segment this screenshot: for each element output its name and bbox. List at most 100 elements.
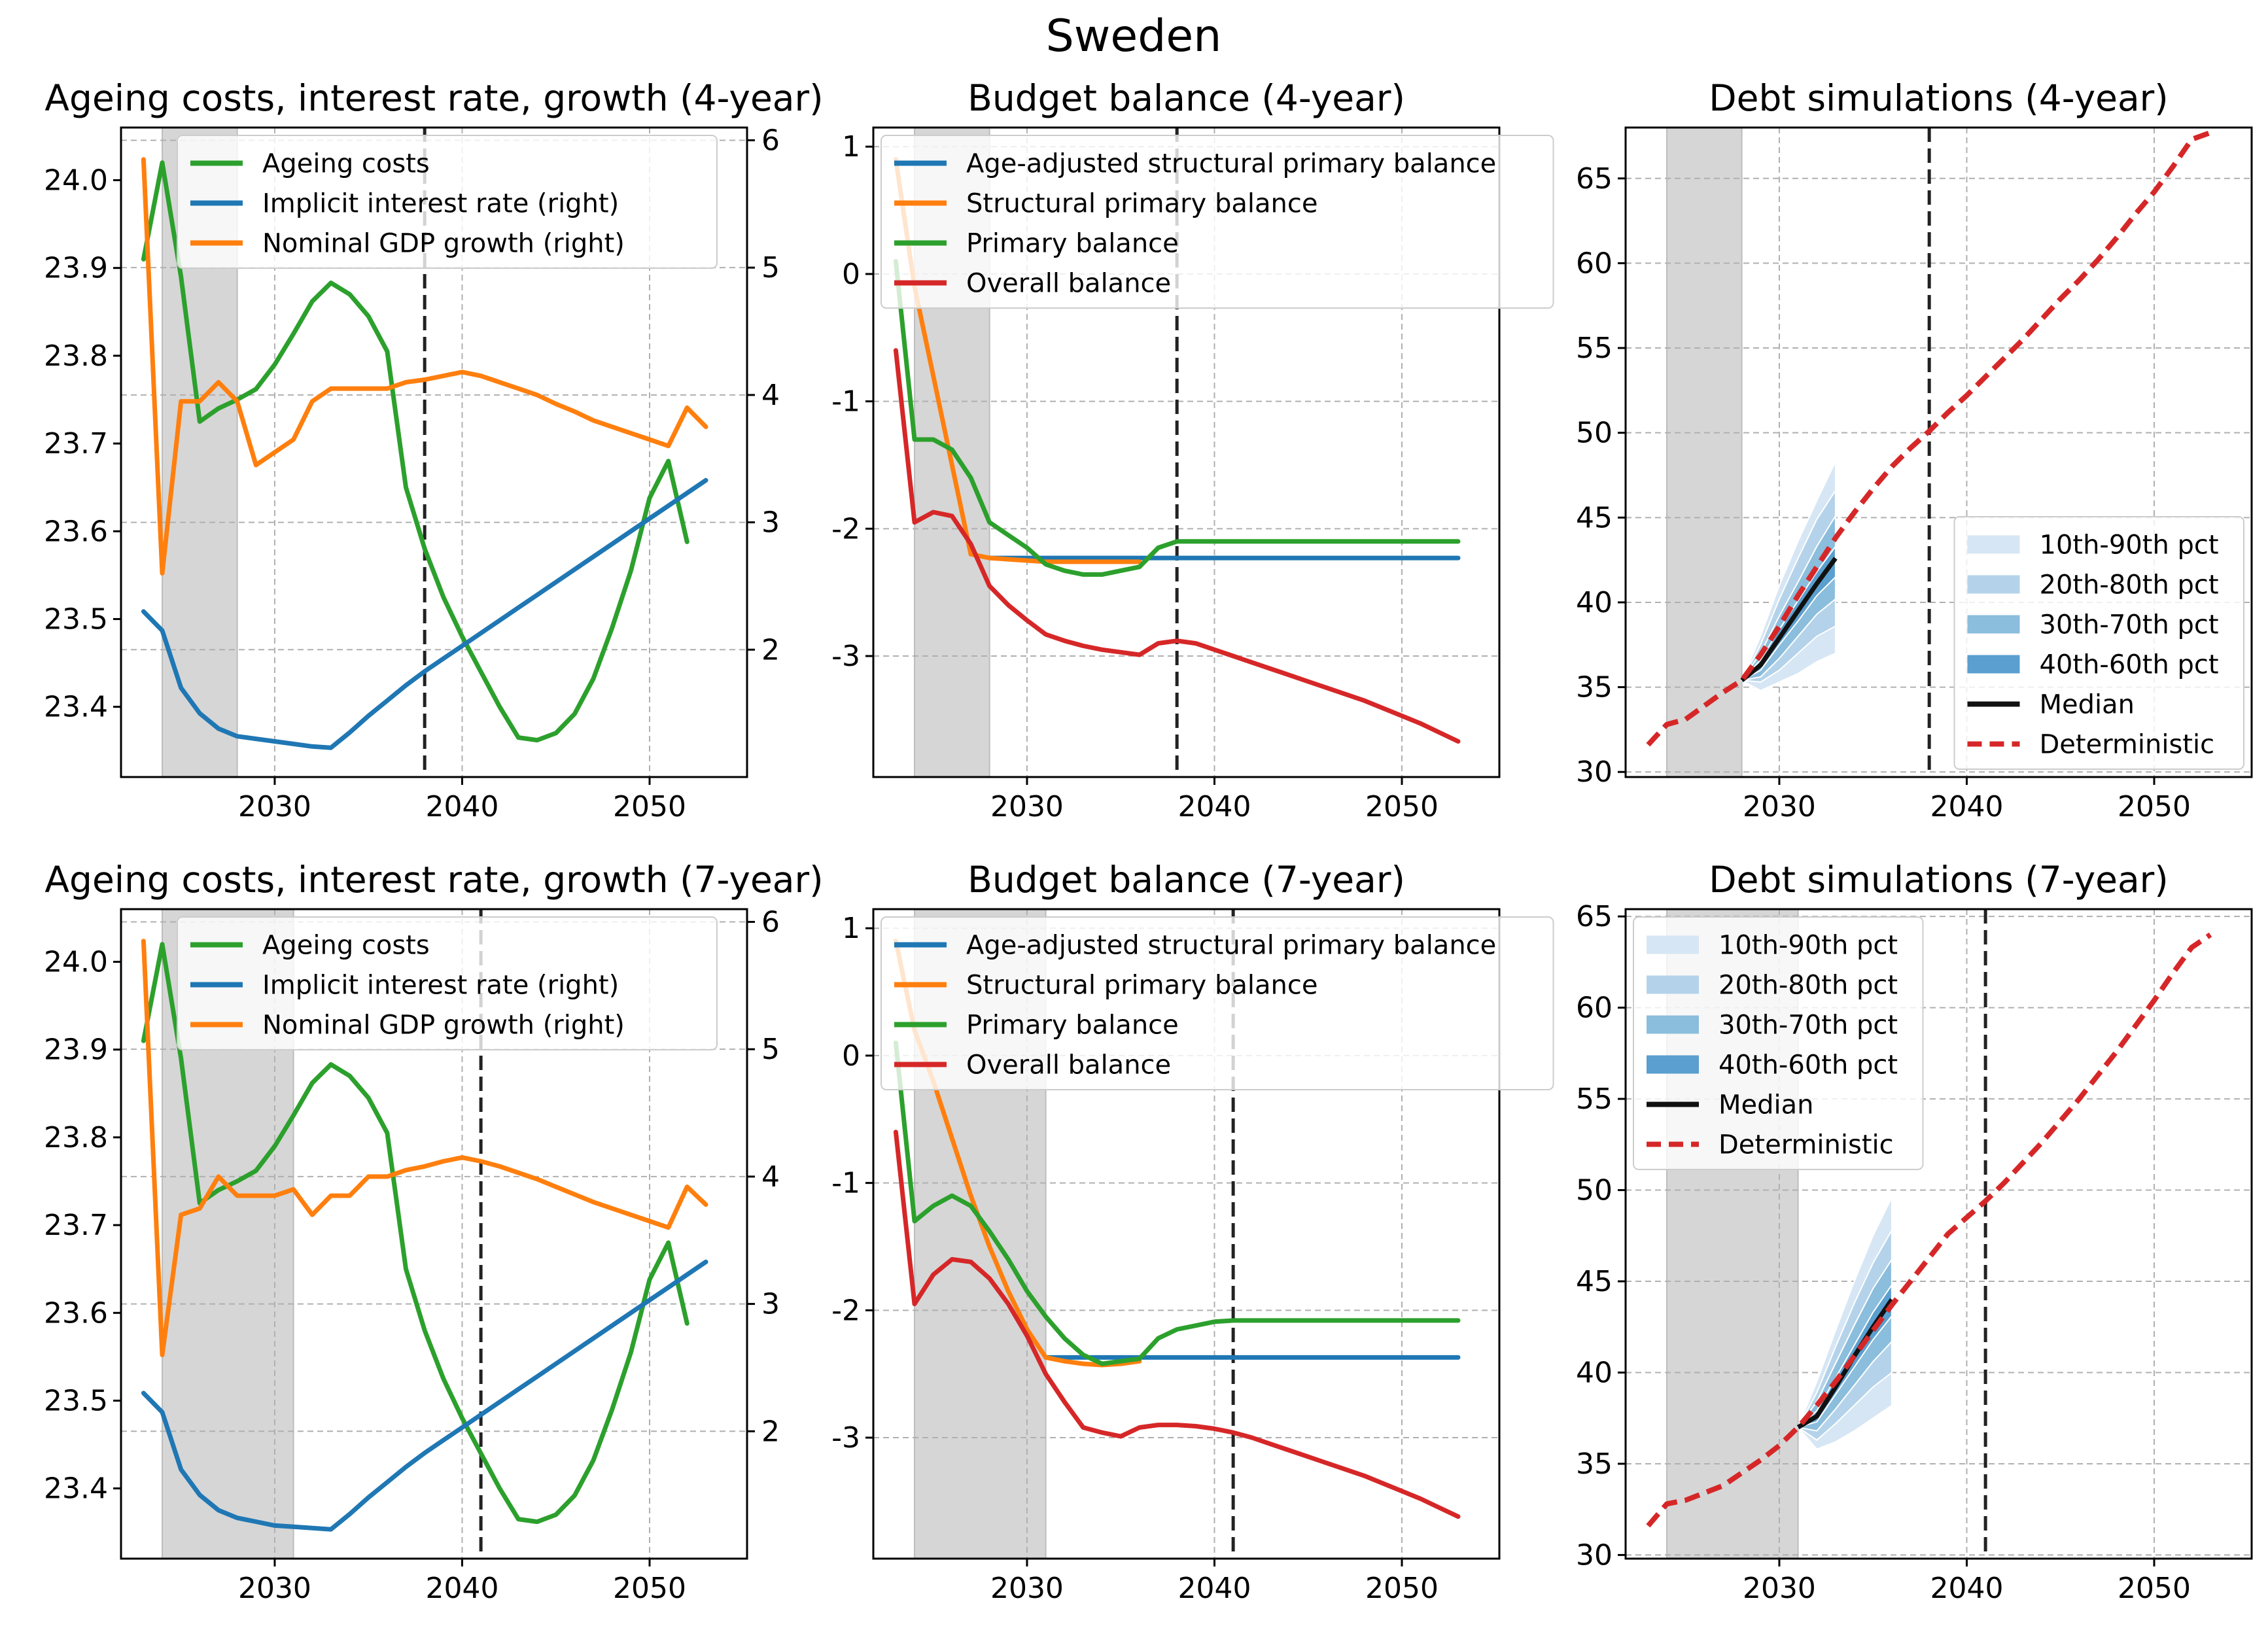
axes-frame	[872, 908, 1501, 1560]
y-tick-label: 55	[1576, 1082, 1613, 1116]
y2-tick-label: 5	[761, 251, 780, 285]
chart-title: Ageing costs, interest rate, growth (4-y…	[44, 77, 823, 119]
axes-frame	[120, 126, 748, 778]
y-tick-label: 23.9	[44, 1033, 108, 1067]
deterministic-line	[1646, 130, 2212, 747]
legend-label: Primary balance	[966, 1011, 1179, 1041]
x-tick-label: 2040	[1178, 1572, 1251, 1605]
y-tick-label: 65	[1576, 900, 1613, 933]
y2-tick-label: 2	[761, 1415, 780, 1448]
series-line-overall	[893, 348, 1461, 744]
y-tick-label: 23.5	[44, 602, 108, 636]
shaded-period	[1666, 127, 1743, 778]
axes-frame	[1624, 908, 2253, 1560]
axes-frame	[120, 908, 748, 1560]
axes-frame	[872, 126, 1501, 778]
plot-area	[893, 939, 1461, 1519]
y-tick-label: 23.6	[44, 1296, 108, 1330]
legend-swatch	[1647, 935, 1699, 954]
legend-swatch	[1967, 655, 2020, 674]
x-tick-label: 2050	[613, 1572, 686, 1605]
chart-title: Ageing costs, interest rate, growth (7-y…	[44, 859, 823, 901]
legend-label: 10th-90th pct	[1718, 931, 1898, 961]
legend: Ageing costs Implicit interest rate (righ…	[177, 916, 718, 1050]
legend-swatch	[1967, 575, 2020, 594]
y-tick-label: 40	[1576, 1356, 1613, 1389]
y2-tick-label: 6	[761, 905, 780, 939]
y-tick-label: 23.7	[44, 1209, 108, 1242]
series-line-primary	[893, 1040, 1461, 1366]
y-tick-label: 1	[842, 130, 860, 164]
y-tick-label: 23.8	[44, 1121, 108, 1154]
chart-panel-ageing_7: Ageing costs, interest rate, growth (7-y…	[44, 859, 824, 1605]
y-tick-label: 1	[842, 912, 860, 945]
y2-tick-label: 2	[761, 633, 780, 666]
legend-frame	[1633, 916, 1924, 1170]
legend-swatch	[1647, 1055, 1699, 1074]
y-tick-label: 30	[1576, 1538, 1613, 1572]
y-tick-label: 40	[1576, 586, 1613, 619]
legend-frame	[177, 135, 718, 269]
plot-area	[141, 157, 708, 750]
legend-label: Deterministic	[2040, 730, 2215, 760]
x-tick-label: 2040	[1930, 790, 2003, 823]
y-tick-label: 23.9	[44, 252, 108, 285]
legend-label: 30th-70th pct	[2040, 610, 2219, 640]
x-tick-label: 2030	[238, 790, 311, 823]
legend-label: 40th-60th pct	[2040, 650, 2219, 680]
legend-label: Implicit interest rate (right)	[262, 189, 619, 219]
y2-tick-label: 6	[761, 124, 780, 157]
y-tick-label: 24.0	[44, 946, 108, 979]
legend-label: Overall balance	[966, 1050, 1171, 1081]
chart-panel-ageing_4: Ageing costs, interest rate, growth (4-y…	[44, 77, 824, 823]
chart-title: Debt simulations (4-year)	[1709, 77, 2169, 119]
legend-label: Ageing costs	[262, 931, 430, 961]
x-tick-label: 2030	[238, 1572, 311, 1605]
y-tick-label: 30	[1576, 755, 1613, 789]
legend-label: Nominal GDP growth (right)	[262, 229, 625, 259]
axes-frame	[1624, 126, 2253, 778]
series-line-growth	[141, 157, 708, 576]
chart-panel-debt_4: Debt simulations (4-year) 2030 2040 2050 30 3…	[1576, 77, 2253, 823]
chart-panel-budget_7: Budget balance (7-year) 2030 2040 2050 -3 -2 -…	[831, 859, 1554, 1605]
legend-label: Structural primary balance	[966, 971, 1317, 1001]
y-tick-label: -3	[831, 640, 860, 673]
y-tick-label: 50	[1576, 417, 1613, 450]
legend: 10th-90th pct 20th-80th pct 30th-70th pct 4…	[1953, 516, 2244, 770]
x-tick-label: 2030	[1743, 790, 1816, 823]
legend-label: Median	[2040, 690, 2135, 720]
legend-label: 20th-80th pct	[1718, 971, 1898, 1001]
legend-label: Ageing costs	[262, 149, 430, 179]
x-tick-label: 2040	[425, 790, 498, 823]
x-tick-label: 2030	[990, 790, 1064, 823]
y-tick-label: 65	[1576, 162, 1613, 196]
y-tick-label: -1	[831, 385, 860, 419]
chart-title: Budget balance (7-year)	[968, 859, 1405, 901]
legend-swatch	[1967, 535, 2020, 554]
y-tick-label: 55	[1576, 332, 1613, 365]
legend-label: 40th-60th pct	[1718, 1050, 1898, 1081]
series-line-overall	[893, 1130, 1461, 1519]
legend-label: Median	[1718, 1090, 1814, 1120]
x-tick-label: 2040	[1178, 790, 1251, 823]
legend-label: Age-adjusted structural primary balance	[966, 149, 1496, 179]
y-tick-label: 60	[1576, 247, 1613, 280]
chart-title: Debt simulations (7-year)	[1709, 859, 2169, 901]
series-line-ageing	[141, 942, 689, 1525]
legend-frame	[177, 916, 718, 1050]
x-tick-label: 2040	[1930, 1572, 2003, 1605]
y2-tick-label: 4	[761, 379, 780, 412]
x-tick-label: 2050	[1365, 790, 1439, 823]
y-tick-label: 0	[842, 1039, 860, 1073]
legend-frame	[881, 916, 1554, 1090]
x-tick-label: 2050	[2118, 1572, 2191, 1605]
y-tick-label: 0	[842, 258, 860, 291]
y2-tick-label: 5	[761, 1033, 780, 1066]
legend-swatch	[1647, 1015, 1699, 1034]
y-tick-label: -2	[831, 1294, 860, 1327]
y-tick-label: 23.4	[44, 1472, 108, 1506]
series-line-interest	[141, 477, 708, 750]
y2-tick-label: 4	[761, 1160, 780, 1194]
legend-label: Overall balance	[966, 269, 1171, 299]
x-tick-label: 2050	[1365, 1572, 1439, 1605]
